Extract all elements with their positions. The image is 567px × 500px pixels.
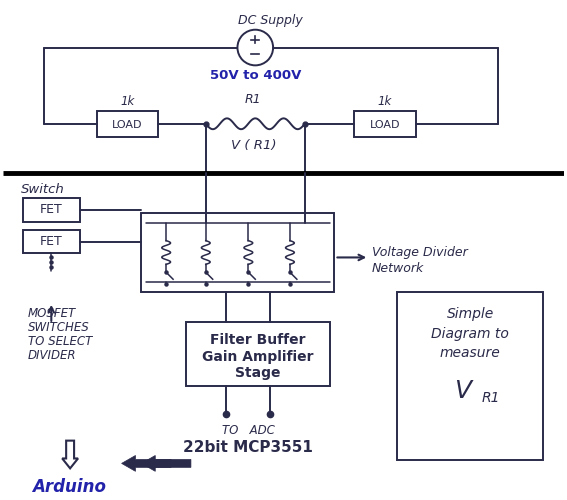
Text: Network: Network — [372, 262, 424, 276]
FancyArrow shape — [121, 456, 191, 471]
Text: Gain Amplifier: Gain Amplifier — [201, 350, 313, 364]
Text: 22bit MCP3551: 22bit MCP3551 — [183, 440, 314, 454]
FancyArrow shape — [141, 456, 171, 471]
Text: measure: measure — [440, 346, 501, 360]
Text: SWITCHES: SWITCHES — [28, 321, 89, 334]
Text: 1k: 1k — [378, 95, 392, 108]
Text: Stage: Stage — [235, 366, 280, 380]
Text: DC Supply: DC Supply — [238, 14, 303, 27]
Text: Switch: Switch — [20, 183, 65, 196]
Text: Diagram to: Diagram to — [431, 326, 509, 340]
Text: 1k: 1k — [120, 95, 135, 108]
Text: Filter Buffer: Filter Buffer — [210, 332, 305, 346]
Polygon shape — [62, 440, 78, 468]
Bar — [23, 230, 80, 254]
Text: V: V — [454, 379, 471, 403]
Text: R1: R1 — [482, 391, 501, 405]
Bar — [186, 322, 329, 386]
Text: Voltage Divider: Voltage Divider — [372, 246, 468, 258]
Text: 50V to 400V: 50V to 400V — [210, 70, 301, 82]
Bar — [397, 292, 543, 460]
Text: Arduino: Arduino — [32, 478, 107, 496]
Text: DIVIDER: DIVIDER — [28, 348, 76, 362]
Circle shape — [238, 30, 273, 66]
Bar — [354, 111, 416, 136]
Text: TO   ADC: TO ADC — [222, 424, 275, 437]
Text: LOAD: LOAD — [112, 120, 143, 130]
Text: V ( R1): V ( R1) — [231, 138, 276, 151]
Text: FET: FET — [40, 204, 63, 216]
Text: LOAD: LOAD — [370, 120, 400, 130]
Text: TO SELECT: TO SELECT — [28, 334, 92, 347]
Text: MOSFET: MOSFET — [28, 307, 75, 320]
Text: FET: FET — [40, 235, 63, 248]
Text: R1: R1 — [245, 93, 261, 106]
Bar — [141, 213, 335, 292]
Bar — [97, 111, 158, 136]
Text: Simple: Simple — [447, 307, 494, 321]
Bar — [23, 198, 80, 222]
